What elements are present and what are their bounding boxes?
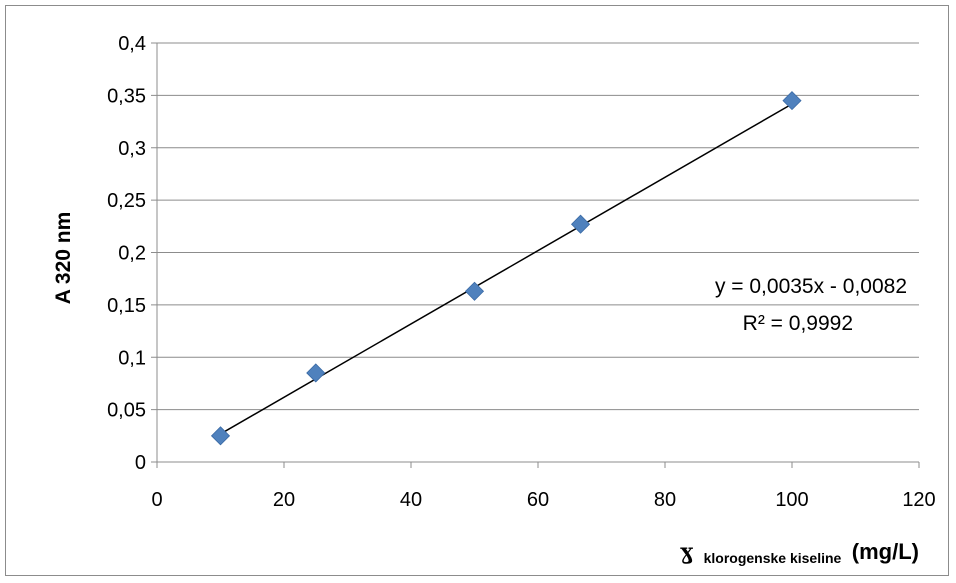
y-tick-label: 0,2 [118,243,146,265]
x-tick-label: 80 [654,489,676,511]
y-tick-label: 0,3 [118,138,146,160]
axes [151,42,920,468]
y-tick-label: 0,05 [107,400,146,422]
x-tick-label: 60 [527,489,549,511]
grid-lines [157,42,919,411]
y-tick-label: 0,35 [107,85,146,107]
y-axis-title: A 320 nm [52,212,75,305]
x-axis-title-subscript: klorogenske kiseline [704,550,842,566]
y-tick-label: 0,4 [118,33,146,55]
data-point-diamond [570,214,591,234]
y-tick-label: 0,1 [118,347,146,369]
data-point-diamond [464,281,485,301]
trendline [220,103,793,435]
x-tick-label: 0 [151,489,162,511]
trendline-line [220,103,793,435]
x-axis-title: ɣ klorogenske kiseline (mg/L) [680,539,919,567]
x-tick-label: 100 [775,489,808,511]
y-tick-label: 0 [135,452,146,474]
data-point-diamond [210,426,231,446]
trendline-equation-label: y = 0,0035x - 0,0082 [715,275,907,298]
x-tick-label: 40 [400,489,422,511]
data-point-diamond [306,363,326,383]
x-axis-title-unit: (mg/L) [852,539,919,564]
y-tick-label: 0,15 [107,295,146,317]
data-points [210,91,802,446]
data-point-diamond [782,91,802,111]
x-tick-label: 20 [273,489,295,511]
y-tick-labels: 0 0,05 0,1 0,15 0,2 0,25 0,3 0,35 0,4 [107,33,146,474]
r-squared-label: R² = 0,9992 [743,312,853,335]
x-tick-labels: 0 20 40 60 80 100 120 [151,489,935,511]
x-axis-title-symbol: ɣ [680,539,693,565]
y-tick-label: 0,25 [107,190,146,212]
x-tick-label: 120 [902,489,935,511]
